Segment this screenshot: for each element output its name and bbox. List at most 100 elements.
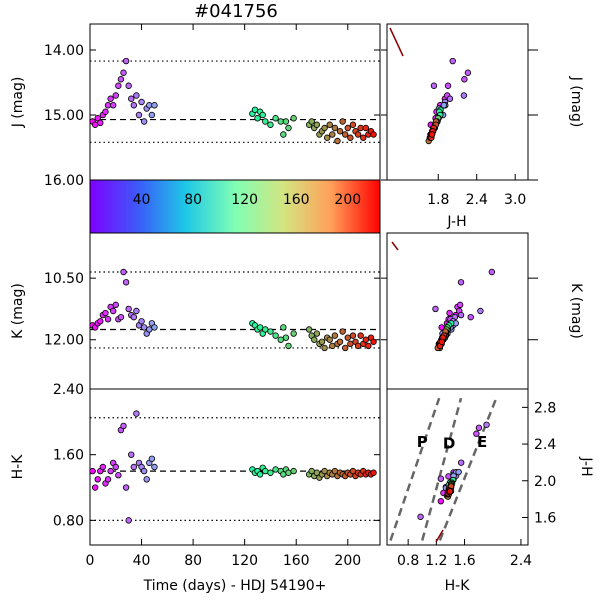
data-point — [339, 328, 346, 335]
region-label: D — [443, 435, 455, 453]
data-point — [455, 468, 462, 476]
data-point — [148, 455, 156, 462]
panel-frame-ht — [89, 388, 381, 546]
region-label: E — [477, 433, 487, 451]
data-point — [104, 476, 112, 483]
data-point — [331, 124, 339, 132]
data-point — [112, 92, 119, 99]
panel-frame-jjh — [386, 23, 529, 181]
data-point — [339, 118, 346, 125]
data-point — [370, 338, 377, 345]
xtick-label: 2.4 — [510, 553, 532, 569]
panel-frame-cc — [386, 388, 529, 546]
data-point — [115, 82, 122, 89]
data-point — [256, 471, 264, 478]
colorbar-tick-label: 120 — [231, 192, 258, 208]
data-point — [112, 301, 119, 309]
data-point — [344, 124, 351, 132]
data-point — [457, 279, 465, 286]
data-point — [151, 463, 158, 471]
data-point — [342, 131, 349, 138]
data-point — [128, 95, 135, 102]
data-point — [360, 134, 367, 141]
data-point — [290, 115, 297, 122]
xtick-label: 120 — [231, 553, 258, 569]
data-point — [130, 463, 138, 471]
reddening-band-line — [421, 397, 463, 541]
data-point — [109, 307, 117, 315]
data-point — [290, 467, 297, 475]
data-point — [109, 102, 117, 109]
data-point — [140, 118, 148, 125]
data-point — [125, 517, 132, 524]
data-point — [130, 313, 138, 321]
data-point — [125, 305, 132, 313]
data-point — [280, 324, 287, 331]
data-point — [282, 118, 290, 125]
data-point — [272, 115, 279, 122]
y-axis-label: K (mag) — [10, 283, 26, 339]
data-point — [331, 332, 339, 339]
data-point — [143, 476, 150, 483]
data-point — [473, 430, 480, 437]
data-point — [262, 467, 269, 475]
x-axis-label: J-H — [446, 214, 466, 230]
data-point — [336, 128, 344, 135]
data-point — [460, 92, 468, 99]
data-point — [437, 475, 445, 482]
data-point — [97, 119, 104, 126]
colorbar-tick-label: 200 — [334, 192, 361, 208]
data-point — [104, 316, 112, 323]
data-point — [311, 336, 318, 343]
data-point — [117, 76, 125, 83]
data-point — [280, 131, 287, 138]
data-point — [112, 463, 119, 471]
data-point — [457, 311, 465, 319]
y-axis-label: K (mag) — [568, 283, 584, 339]
data-point — [267, 328, 274, 335]
region-label: P — [417, 433, 428, 451]
data-point — [267, 121, 274, 128]
reddening-band-line — [438, 397, 498, 541]
xtick-label: 1.8 — [427, 192, 449, 208]
data-point — [91, 484, 99, 491]
data-point — [120, 69, 127, 76]
colorbar — [89, 179, 381, 234]
data-point — [336, 338, 344, 345]
data-point — [437, 497, 445, 505]
data-point — [467, 313, 474, 321]
data-point — [461, 76, 468, 83]
reddening-vector — [435, 529, 444, 543]
ytick-label: 10.50 — [44, 271, 84, 287]
data-point — [99, 463, 107, 471]
xtick-label: 1.2 — [425, 553, 447, 569]
colorbar-tick-label: 80 — [184, 192, 202, 208]
y-axis-label: H-K — [10, 454, 26, 480]
ytick-label: 16.00 — [44, 173, 84, 189]
ytick-label: 1.6 — [534, 510, 556, 526]
xtick-label: 2.4 — [466, 192, 488, 208]
data-point — [475, 424, 483, 431]
data-point — [94, 476, 101, 483]
data-point — [457, 459, 465, 466]
data-point — [122, 279, 130, 286]
data-point — [477, 307, 484, 315]
y-axis-label: J (mag) — [568, 76, 584, 128]
data-point — [354, 131, 362, 138]
data-point — [446, 488, 454, 495]
data-point — [313, 330, 321, 337]
ytick-label: 0.80 — [53, 513, 84, 529]
ytick-label: 1.60 — [53, 448, 84, 464]
data-point — [430, 82, 438, 89]
data-point — [357, 332, 364, 339]
data-point — [138, 98, 145, 106]
data-point — [347, 134, 354, 141]
data-point — [133, 307, 140, 315]
data-point — [138, 318, 145, 325]
data-point — [318, 338, 326, 345]
ytick-label: 14.00 — [44, 43, 84, 59]
data-point — [148, 111, 156, 119]
data-point — [444, 82, 452, 89]
colorbar-tick-label: 40 — [133, 192, 151, 208]
data-point — [428, 131, 436, 138]
